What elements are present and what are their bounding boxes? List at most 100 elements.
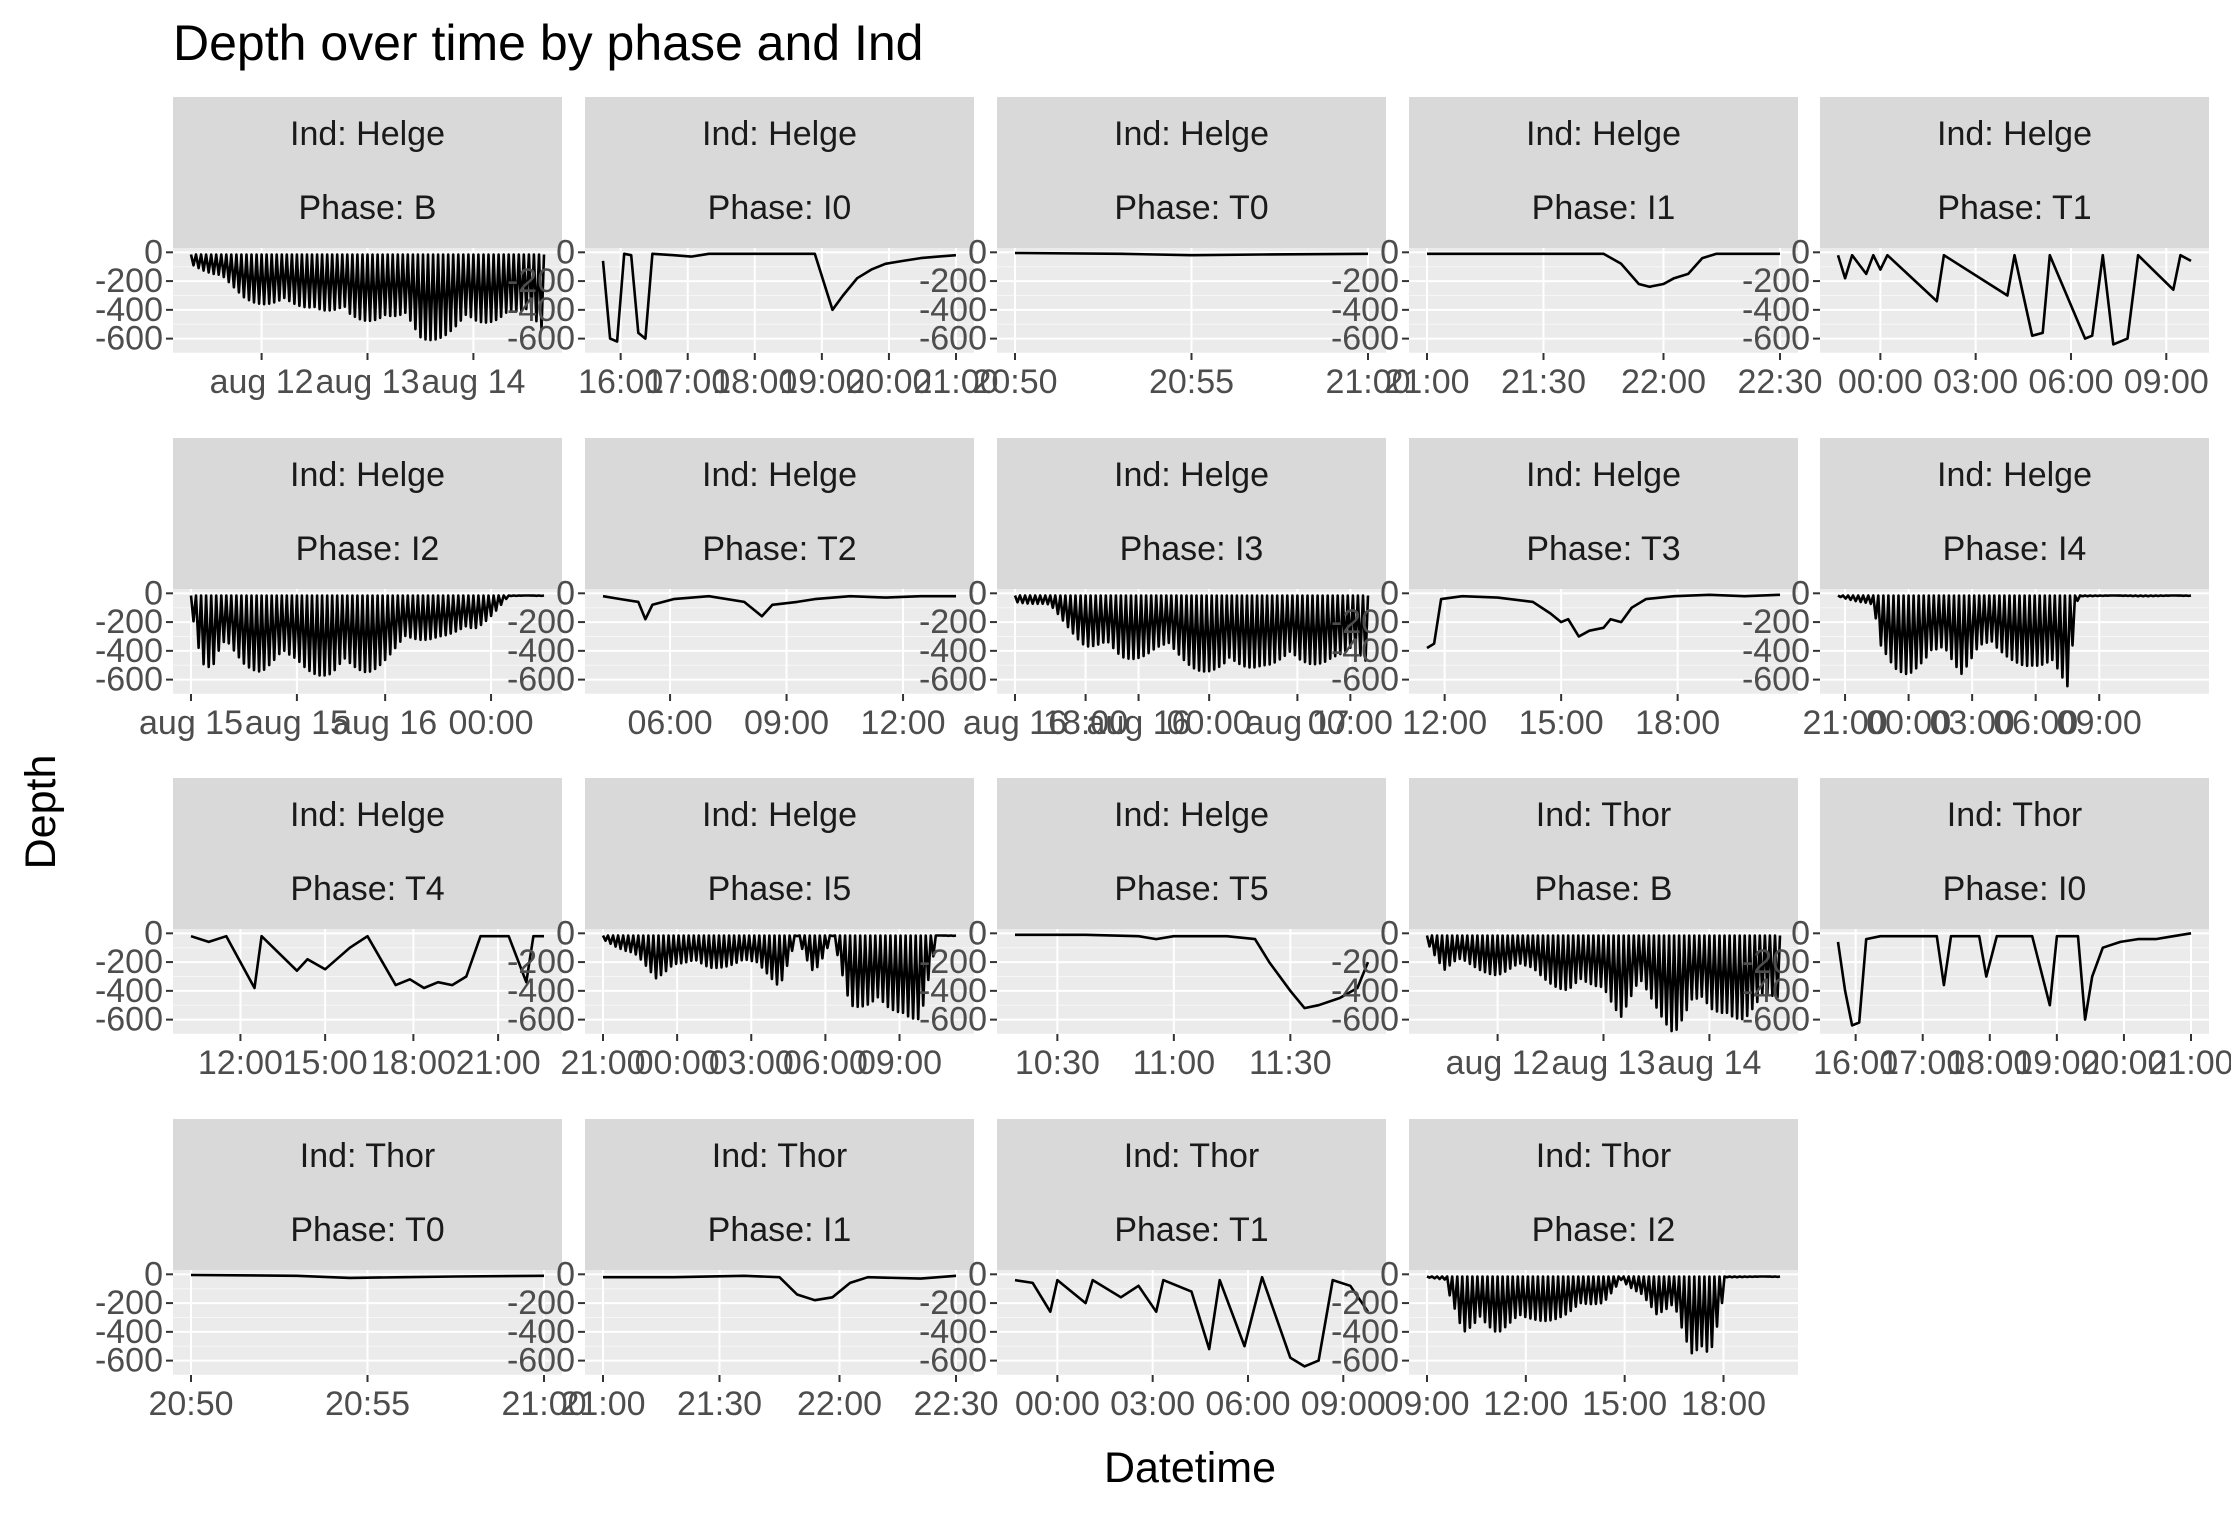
depth-series-line xyxy=(190,1273,545,1280)
strip-label-ind: Ind: Helge xyxy=(1114,796,1269,834)
strip-label-ind: Ind: Helge xyxy=(1114,115,1269,153)
strip-label-ind: Ind: Helge xyxy=(1526,115,1681,153)
x-tick-label: 21:00 xyxy=(560,1385,645,1423)
strip-label-ind: Ind: Thor xyxy=(1947,796,2082,834)
x-tick-label: 12:00 xyxy=(1402,704,1487,742)
y-tick-label: -200 xyxy=(507,1284,575,1322)
y-tick-label: 0 xyxy=(144,1255,163,1293)
facet-strip xyxy=(1820,778,2209,929)
y-tick-label: -600 xyxy=(1742,1001,1810,1039)
x-tick-label: 06:00 xyxy=(2028,363,2113,401)
plot-background xyxy=(1409,589,1798,694)
strip-label-ind: Ind: Helge xyxy=(1937,115,2092,153)
y-axis-title: Depth xyxy=(17,755,65,870)
x-tick-label: 20:50 xyxy=(148,1385,233,1423)
x-tick-label: 20:55 xyxy=(1149,363,1234,401)
y-tick-label: -400 xyxy=(1331,972,1399,1010)
facet-panel: Ind: Helge Phase: T5 0-200-400-600 10:30 11:… xyxy=(919,778,1386,1082)
plot-background xyxy=(997,929,1386,1034)
y-tick-label: 0 xyxy=(556,233,575,271)
y-tick-label: 0 xyxy=(1791,233,1810,271)
facet-panel: Ind: Thor Phase: I2 0-200-400-600 09:00 12:0… xyxy=(1331,1119,1798,1423)
y-tick-label: -200 xyxy=(1331,943,1399,981)
y-tick-label: 0 xyxy=(144,914,163,952)
x-tick-label: 18:00 xyxy=(1681,1385,1766,1423)
depth-series-line xyxy=(1836,253,2192,346)
strip-label-phase: Phase: T2 xyxy=(702,530,856,568)
x-tick-label: 21:00 xyxy=(501,1385,586,1423)
x-tick-label: 17:00 xyxy=(1880,1044,1965,1082)
x-tick-label: aug 14 xyxy=(421,363,525,401)
facet-strip xyxy=(585,1119,974,1270)
x-tick-label: aug 15 xyxy=(139,704,243,742)
x-tick-label: 12:00 xyxy=(198,1044,283,1082)
y-tick-label: -200 xyxy=(919,943,987,981)
x-tick-label: 09:00 xyxy=(857,1044,942,1082)
x-tick-label: 22:00 xyxy=(797,1385,882,1423)
depth-series-line xyxy=(1836,932,2192,1027)
x-tick-label: 10:30 xyxy=(1015,1044,1100,1082)
y-tick-label: 0 xyxy=(968,574,987,612)
strip-label-phase: Phase: T3 xyxy=(1526,530,1680,568)
x-tick-label: 18:00 xyxy=(712,363,797,401)
strip-label-phase: Phase: T1 xyxy=(1937,189,2091,227)
x-tick-label: aug 12 xyxy=(210,363,314,401)
strip-label-ind: Ind: Helge xyxy=(290,115,445,153)
x-tick-label: 00:00 xyxy=(1866,704,1951,742)
strip-label-phase: Phase: I4 xyxy=(1943,530,2087,568)
x-tick-label: 03:00 xyxy=(1110,1385,1195,1423)
chart-title: Depth over time by phase and Ind xyxy=(173,15,923,71)
facet-panel: Ind: Thor Phase: T1 0-200-400-600 00:00 03:0… xyxy=(919,1119,1386,1423)
x-tick-label: 06:00 xyxy=(1993,704,2078,742)
x-tick-label: 00:00 xyxy=(635,1044,720,1082)
x-tick-label: 17:00 xyxy=(645,363,730,401)
x-tick-label: 06:00 xyxy=(783,1044,868,1082)
y-tick-label: -200 xyxy=(95,603,163,641)
plot-background xyxy=(585,589,974,694)
y-tick-label: -200 xyxy=(95,1284,163,1322)
facet-strip xyxy=(173,97,562,248)
y-tick-label: -600 xyxy=(95,661,163,699)
strip-label-phase: Phase: T0 xyxy=(290,1211,444,1249)
y-tick-label: 0 xyxy=(556,914,575,952)
y-tick-label: -400 xyxy=(919,291,987,329)
x-tick-label: 09:00 xyxy=(2057,704,2142,742)
strip-label-ind: Ind: Thor xyxy=(1536,796,1671,834)
x-tick-label: 21:30 xyxy=(1501,363,1586,401)
strip-label-phase: Phase: I5 xyxy=(708,870,852,908)
facet-strip xyxy=(1409,97,1798,248)
y-tick-label: -600 xyxy=(95,320,163,358)
y-tick-label: -400 xyxy=(1742,632,1810,670)
depth-series-line xyxy=(602,594,956,621)
plot-background xyxy=(997,1270,1386,1375)
strip-label-phase: Phase: I1 xyxy=(708,1211,852,1249)
x-tick-label: 03:00 xyxy=(709,1044,794,1082)
plot-background xyxy=(1820,248,2209,353)
x-tick-label: aug 13 xyxy=(316,363,420,401)
depth-series-line xyxy=(1014,251,1369,257)
strip-label-phase: Phase: B xyxy=(1535,870,1673,908)
x-tick-label: 16:00 xyxy=(1813,1044,1898,1082)
plot-background xyxy=(1409,248,1798,353)
y-tick-label: -600 xyxy=(1331,1342,1399,1380)
y-tick-label: -600 xyxy=(507,661,575,699)
strip-label-phase: Phase: I2 xyxy=(1532,1211,1676,1249)
x-tick-label: 21:00 xyxy=(1325,363,1410,401)
y-tick-label: -400 xyxy=(95,1313,163,1351)
y-tick-label: 0 xyxy=(556,574,575,612)
y-tick-label: 0 xyxy=(968,914,987,952)
x-tick-label: 00:00 xyxy=(1308,704,1393,742)
depth-series-line xyxy=(1426,593,1781,650)
strip-label-ind: Ind: Helge xyxy=(290,456,445,494)
y-tick-label: -400 xyxy=(919,632,987,670)
x-tick-label: 09:00 xyxy=(2124,363,2209,401)
y-tick-label: -600 xyxy=(1742,661,1810,699)
strip-label-ind: Ind: Helge xyxy=(290,796,445,834)
y-tick-label: -600 xyxy=(1742,320,1810,358)
facet-strip xyxy=(173,1119,562,1270)
y-tick-label: -400 xyxy=(919,972,987,1010)
strip-label-phase: Phase: T4 xyxy=(290,870,444,908)
x-tick-label: 03:00 xyxy=(1930,704,2015,742)
